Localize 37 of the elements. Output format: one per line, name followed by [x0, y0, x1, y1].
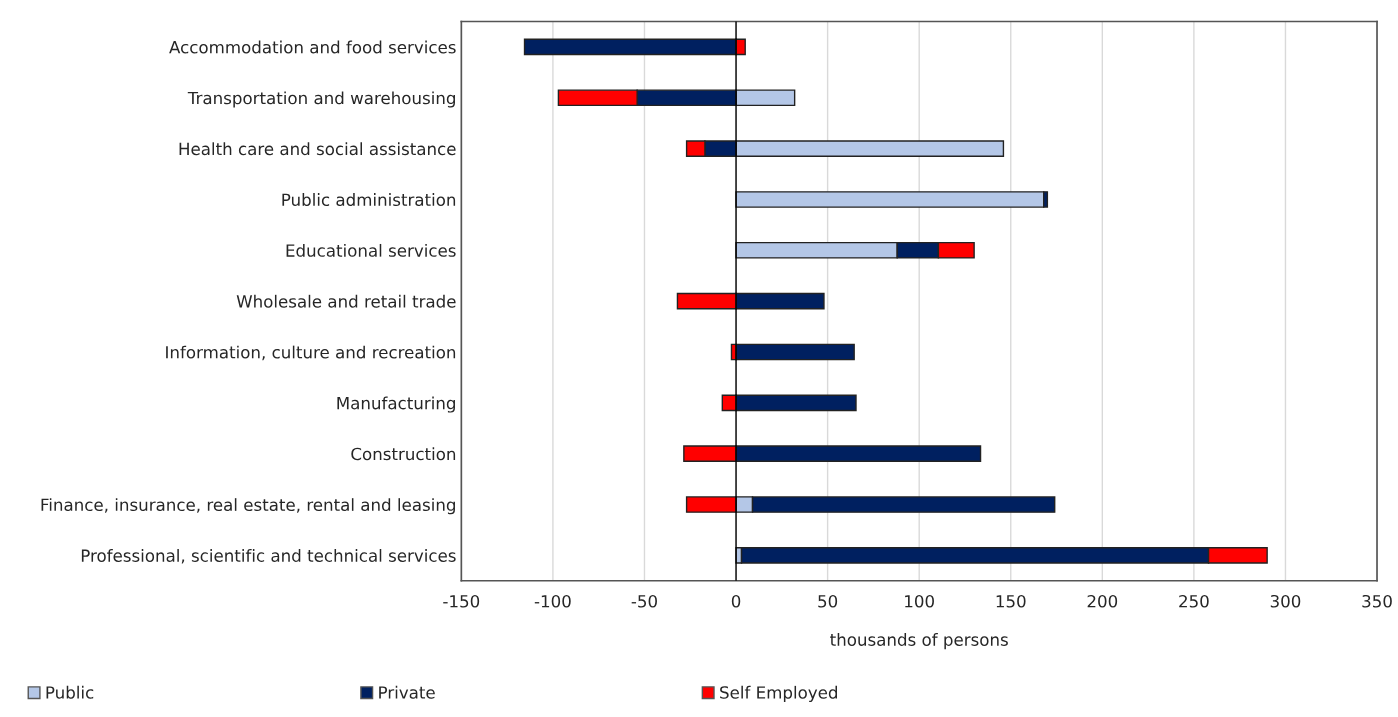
y-tick-label: Construction [351, 447, 456, 461]
y-tick-label: Manufacturing [337, 396, 455, 413]
y-tick-label: Health care and social assistance [179, 142, 456, 156]
x-tick-label: 0 [731, 594, 741, 608]
bar [685, 496, 737, 513]
y-tick-label: Educational services [286, 243, 456, 257]
bar [735, 394, 857, 412]
bar [735, 140, 1005, 157]
bar [735, 191, 1045, 208]
x-tick-label: 50 [818, 594, 838, 608]
x-tick-label: -150 [443, 594, 480, 608]
bar [676, 292, 737, 310]
bar [735, 292, 825, 310]
legend-label: Public [46, 685, 94, 699]
bar [683, 445, 737, 462]
bar [735, 445, 982, 462]
x-axis-title: thousands of persons [830, 633, 1008, 650]
x-tick-label: 200 [1087, 594, 1118, 608]
y-tick-label: Wholesale and retail trade [236, 294, 456, 308]
x-tick-label: -50 [631, 594, 657, 608]
bar [523, 38, 737, 56]
y-tick-label: Accommodation and food services [169, 40, 456, 54]
x-tick-label: 150 [996, 594, 1026, 608]
x-tick-label: 300 [1270, 594, 1301, 608]
y-tick-label: Transportation and warehousing [187, 91, 455, 108]
y-tick-label: Information, culture and recreation [166, 345, 456, 361]
bar [735, 89, 796, 107]
x-tick-label: 250 [1179, 594, 1209, 608]
y-tick-label: Finance, insurance, real estate, rental and leasing [41, 498, 455, 515]
x-tick-label: -100 [534, 594, 571, 608]
x-tick-label: 350 [1362, 594, 1392, 608]
legend-label: Self Employed [720, 685, 837, 702]
bar [735, 343, 855, 361]
y-tick-label: Public administration [282, 193, 456, 207]
legend-label: Private [379, 685, 435, 699]
y-tick-label: Professional, scientific and technical services [81, 549, 456, 564]
x-tick-label: 100 [905, 594, 934, 608]
